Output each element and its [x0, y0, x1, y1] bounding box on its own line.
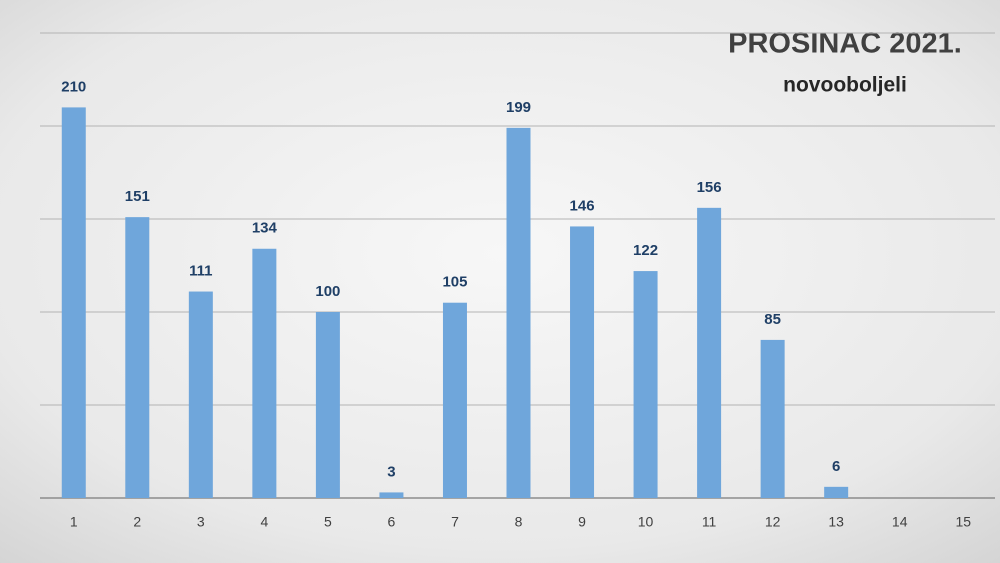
data-label: 111	[189, 263, 212, 280]
bar	[315, 312, 340, 498]
data-label: 100	[315, 283, 340, 300]
x-tick-label: 10	[638, 514, 654, 530]
x-tick-label: 1	[70, 514, 78, 530]
x-tick-label: 3	[197, 514, 205, 530]
bar	[442, 302, 467, 498]
data-label: 151	[125, 188, 150, 205]
x-tick-label: 9	[578, 514, 586, 530]
data-label: 210	[61, 78, 86, 95]
x-tick-label: 4	[260, 514, 268, 530]
bar	[379, 492, 404, 498]
chart-subtitle: novooboljeli	[783, 74, 907, 97]
bar	[252, 248, 277, 498]
data-label: 122	[633, 242, 658, 259]
data-label: 146	[570, 197, 595, 214]
x-tick-label: 6	[388, 514, 396, 530]
bar	[633, 271, 658, 498]
data-label: 156	[697, 179, 722, 196]
bar	[188, 291, 213, 498]
x-tick-label: 11	[702, 514, 717, 530]
x-tick-label: 5	[324, 514, 332, 530]
data-label: 199	[506, 99, 531, 116]
x-tick-label: 7	[451, 514, 459, 530]
bar	[61, 107, 86, 499]
bar	[506, 127, 531, 499]
x-tick-label: 8	[515, 514, 523, 530]
bar	[570, 226, 595, 498]
data-label: 6	[832, 458, 840, 475]
x-tick-label: 15	[955, 514, 971, 530]
bar	[824, 486, 849, 498]
x-tick-label: 14	[892, 514, 908, 530]
bar	[125, 217, 150, 498]
data-label: 3	[387, 463, 395, 480]
bar	[760, 339, 785, 498]
bar	[697, 207, 722, 498]
chart-title: PROSINAC 2021.	[728, 28, 962, 60]
data-label: 134	[252, 220, 278, 237]
x-tick-label: 2	[133, 514, 141, 530]
data-label: 105	[442, 274, 467, 291]
x-tick-label: 13	[828, 514, 844, 530]
data-label: 85	[764, 311, 781, 328]
x-tick-label: 12	[765, 514, 781, 530]
